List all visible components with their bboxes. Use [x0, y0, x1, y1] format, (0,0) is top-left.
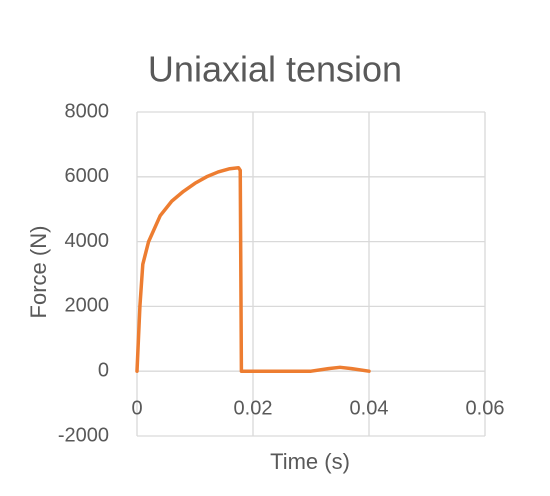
- x-tick-label: 0: [131, 397, 142, 419]
- y-tick-label: 4000: [65, 230, 110, 252]
- y-tick-label: -2000: [58, 424, 109, 446]
- y-tick-label: 8000: [65, 100, 110, 122]
- x-axis-title: Time (s): [270, 449, 350, 474]
- chart-title: Uniaxial tension: [148, 49, 402, 90]
- y-tick-label: 0: [98, 359, 109, 381]
- y-tick-label: 2000: [65, 295, 110, 317]
- x-tick-label: 0.06: [466, 397, 505, 419]
- data-line: [135, 165, 371, 373]
- y-axis-title: Force (N): [26, 226, 51, 319]
- y-tick-label: 6000: [65, 165, 110, 187]
- x-tick-label: 0.02: [234, 397, 273, 419]
- x-tick-label: 0.04: [350, 397, 389, 419]
